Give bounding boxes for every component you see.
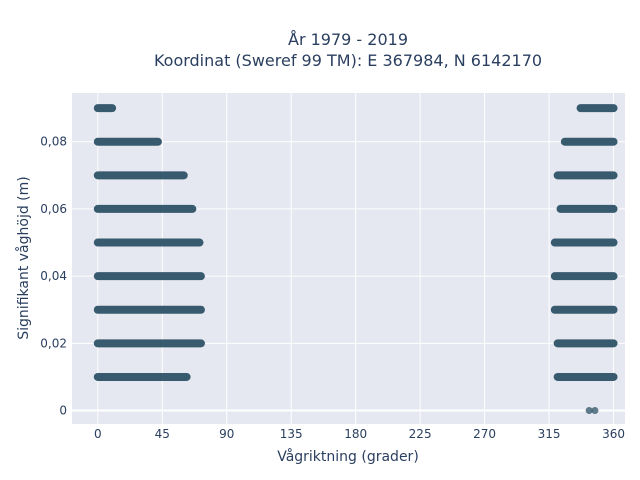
data-point — [591, 407, 599, 415]
data-point — [585, 407, 593, 415]
x-axis-label: Vågriktning (grader) — [277, 448, 419, 465]
data-points — [93, 104, 618, 415]
x-tick-label: 180 — [344, 427, 367, 441]
chart-subtitle: Koordinat (Sweref 99 TM): E 367984, N 61… — [154, 51, 542, 70]
x-tick-label: 135 — [280, 427, 303, 441]
y-tick-label: 0,02 — [40, 336, 67, 350]
y-tick-label: 0,08 — [40, 135, 67, 149]
grid-lines — [72, 93, 625, 424]
y-tick-label: 0 — [59, 404, 67, 418]
x-tick-label: 225 — [409, 427, 432, 441]
x-tick-label: 45 — [155, 427, 170, 441]
y-tick-label: 0,06 — [40, 202, 67, 216]
x-tick-label: 315 — [538, 427, 561, 441]
y-axis-label: Signifikant våghöjd (m) — [15, 176, 32, 339]
x-tick-label: 0 — [94, 427, 102, 441]
x-tick-label: 270 — [473, 427, 496, 441]
x-tick-label: 90 — [219, 427, 234, 441]
x-axis-ticks: 0 45 90 135 180 225 270 315 360 — [94, 427, 625, 441]
y-tick-label: 0,04 — [40, 269, 67, 283]
plot-area — [72, 93, 625, 424]
x-tick-label: 360 — [602, 427, 625, 441]
chart-title: År 1979 - 2019 — [288, 30, 408, 49]
y-axis-ticks: 0 0,02 0,04 0,06 0,08 — [40, 135, 67, 418]
